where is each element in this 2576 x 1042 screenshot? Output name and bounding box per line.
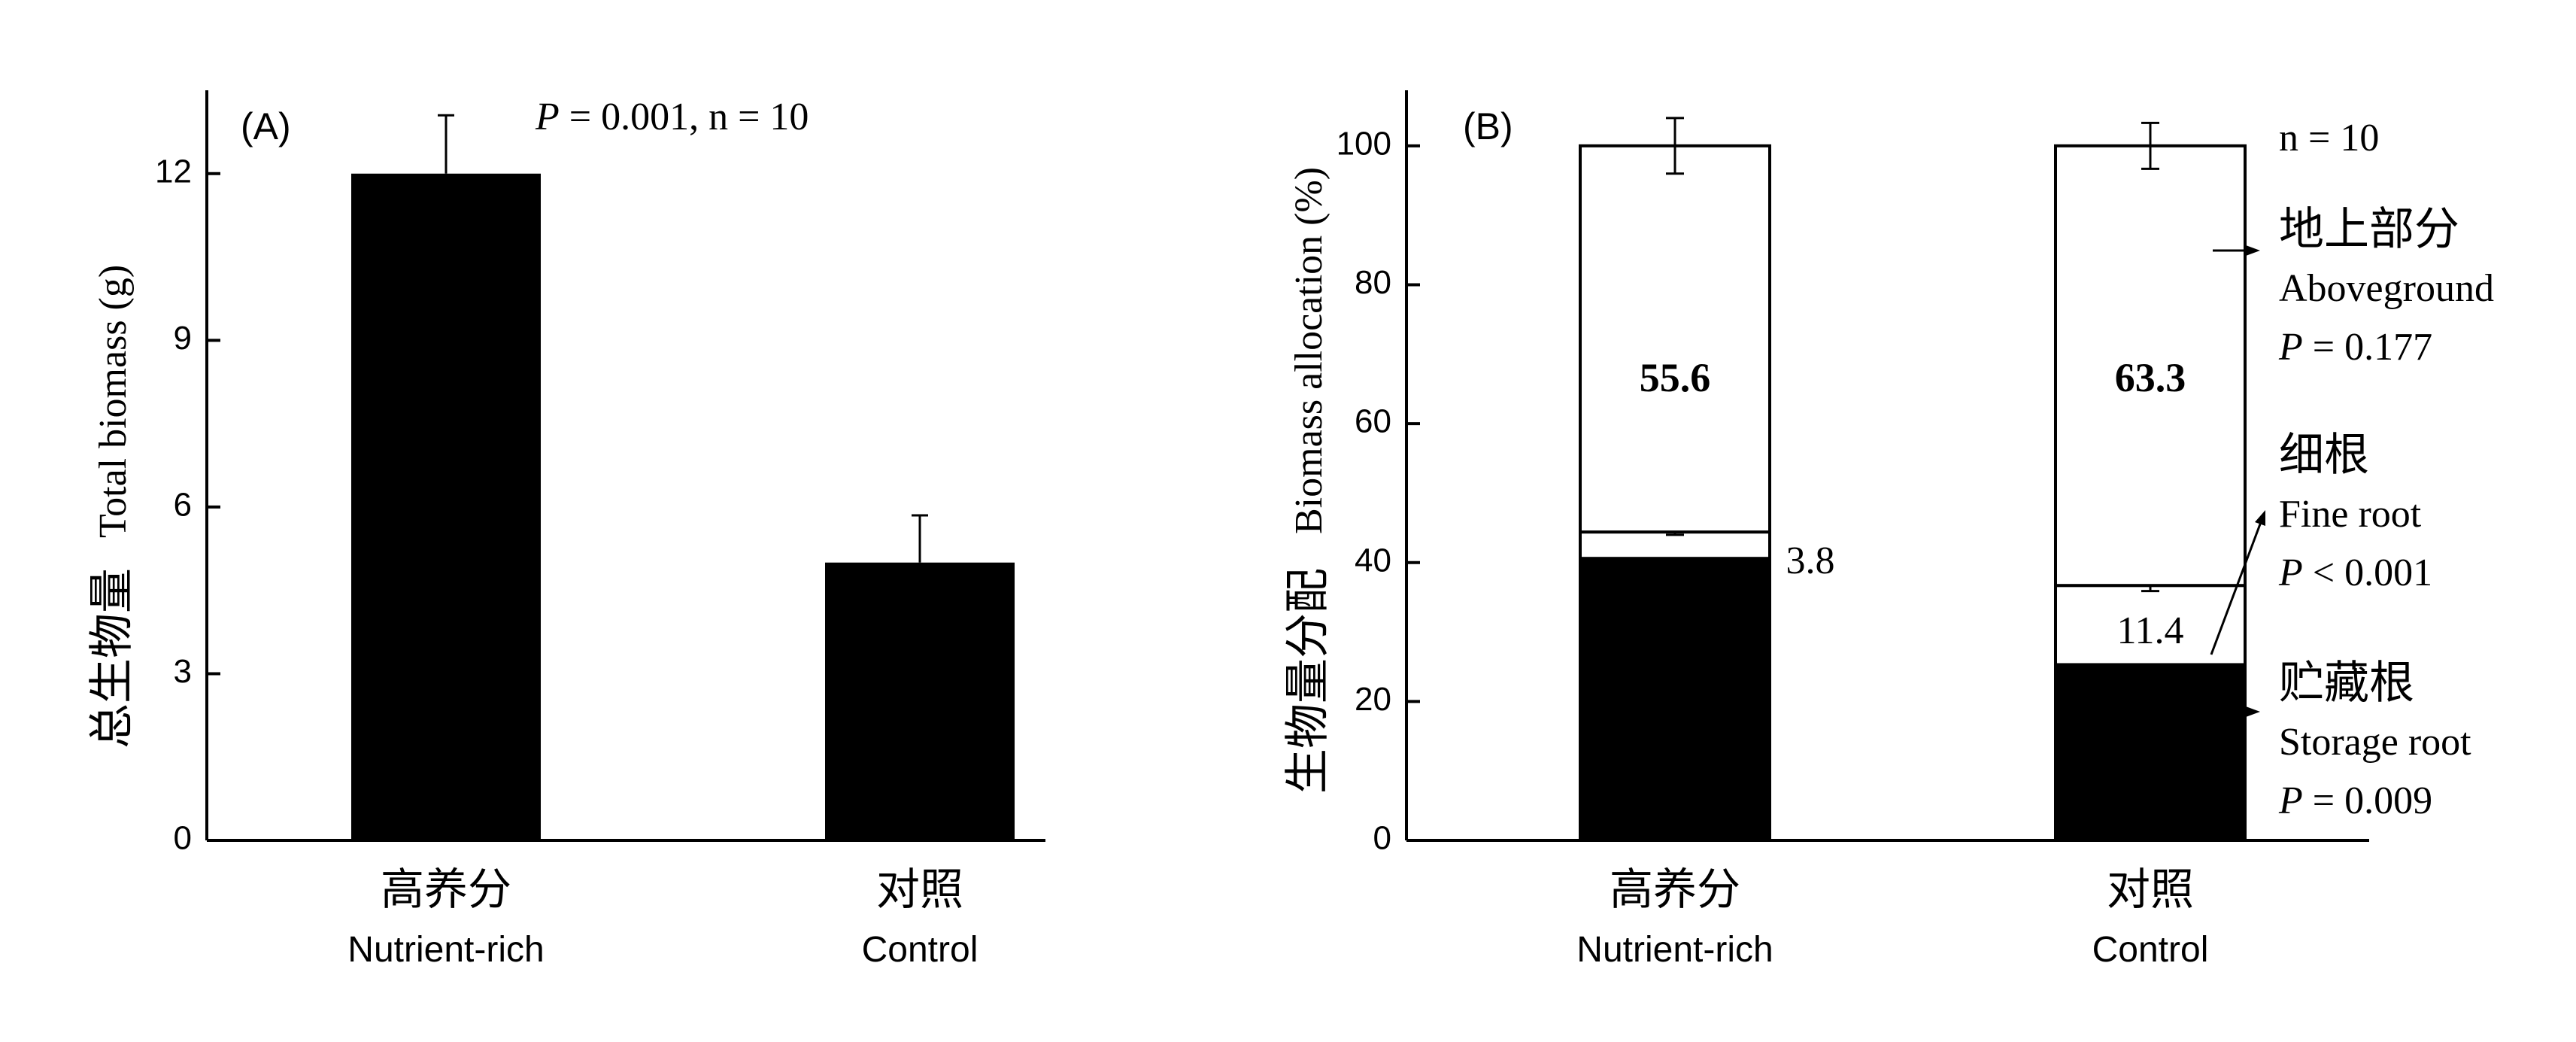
- segment-above-nutrient-rich: [1579, 144, 1771, 534]
- panel-b-label: (B): [1463, 105, 1513, 147]
- legend-fine-root-p-value: < 0.001: [2303, 551, 2432, 594]
- panel-a-y-ticks: 0 3 6 9 12: [155, 153, 220, 857]
- panel-a-ylabel-cn: 总生物量: [87, 568, 137, 749]
- panel-b-y-tick-label-5: 100: [1337, 125, 1391, 162]
- panel-b-y-axis-label: 生物量分配 Biomass allocation (%): [1283, 167, 1333, 794]
- panel-a-category-2-en: Control: [862, 930, 979, 970]
- panel-b-y-tick-label-4: 80: [1355, 264, 1391, 301]
- panel-b-category-1-en: Nutrient-rich: [1576, 930, 1773, 970]
- panel-a-y-tick-label-4: 12: [155, 153, 192, 190]
- panel-a-y-tick-label-1: 3: [174, 653, 192, 690]
- legend-aboveground: 地上部分 Aboveground P = 0.177: [2213, 205, 2494, 369]
- panel-a-y-axis-label: 总生物量 Total biomass (g): [87, 265, 137, 749]
- panel-b-n-annotation: n = 10: [2279, 117, 2379, 159]
- segment-storage-nutrient-rich: [1579, 557, 1771, 842]
- panel-a-bars: [351, 114, 1015, 840]
- panel-a-ylabel-en: Total biomass (g): [92, 265, 135, 538]
- panel-b-ylabel-en: Biomass allocation (%): [1288, 167, 1330, 534]
- panel-b-y-tick-label-0: 0: [1373, 820, 1391, 857]
- segment-storage-control: [2054, 663, 2247, 843]
- legend-aboveground-en: Aboveground: [2279, 267, 2494, 310]
- legend-fine-root-cn: 细根: [2279, 430, 2369, 480]
- panel-b-bars: [1579, 117, 2247, 843]
- legend-storage-root-arrowhead: [2246, 706, 2260, 717]
- bar-nutrient-rich: [351, 173, 541, 840]
- legend-fine-root-arrowhead: [2255, 510, 2265, 526]
- legend-aboveground-p-symbol: P: [2278, 326, 2303, 369]
- label-fine-nutrient-rich: 3.8: [1786, 539, 1835, 582]
- legend-fine-root-en: Fine root: [2279, 493, 2422, 536]
- label-above-nutrient-rich: 55.6: [1640, 355, 1711, 400]
- legend-fine-root: 细根 Fine root P < 0.001: [2210, 430, 2432, 655]
- legend-fine-root-p: P < 0.001: [2278, 551, 2432, 594]
- bar-control: [825, 562, 1015, 840]
- panel-a-p-annotation: P = 0.001, n = 10: [535, 96, 809, 138]
- label-fine-control: 11.4: [2116, 609, 2183, 652]
- panel-b-category-2-en: Control: [2092, 930, 2209, 970]
- panel-b-ylabel-cn: 生物量分配: [1283, 568, 1333, 794]
- panel-a-category-2-cn: 对照: [876, 865, 963, 914]
- panel-b: 0 20 40 60 80 100 (B) n = 10 生物量分配 Biomass al…: [1283, 90, 2494, 970]
- panel-a-p-symbol: P: [535, 96, 560, 138]
- segment-fine-nutrient-rich: [1579, 530, 1771, 560]
- panel-a-y-tick-label-2: 6: [174, 487, 192, 524]
- legend-storage-root: 贮藏根 Storage root P = 0.009: [2213, 658, 2471, 822]
- legend-aboveground-arrowhead: [2246, 245, 2260, 256]
- panel-a-p-value: = 0.001, n = 10: [560, 96, 809, 138]
- legend-fine-root-arrow: [2210, 521, 2262, 655]
- panel-b-y-ticks: 0 20 40 60 80 100: [1337, 125, 1420, 857]
- legend-aboveground-p-value: = 0.177: [2303, 326, 2432, 369]
- panel-b-category-1-cn: 高养分: [1610, 865, 1740, 914]
- panel-a-category-1-cn: 高养分: [381, 865, 511, 914]
- panel-b-category-2-cn: 对照: [2107, 865, 2194, 914]
- legend-fine-root-p-symbol: P: [2278, 551, 2303, 594]
- label-above-control: 63.3: [2115, 355, 2186, 400]
- legend-storage-root-en: Storage root: [2279, 721, 2471, 764]
- panel-a-y-tick-label-0: 0: [174, 820, 192, 857]
- legend-aboveground-cn: 地上部分: [2279, 205, 2459, 254]
- panel-b-y-tick-label-3: 60: [1355, 403, 1391, 440]
- legend-storage-root-p-value: = 0.009: [2303, 779, 2432, 822]
- panel-a: 0 3 6 9 12 (A) P = 0.001, n = 10 总生物量 Total …: [87, 90, 1045, 970]
- panel-b-y-tick-label-2: 40: [1355, 542, 1391, 579]
- panel-a-category-1-en: Nutrient-rich: [347, 930, 544, 970]
- legend-storage-root-cn: 贮藏根: [2279, 658, 2414, 708]
- panel-a-y-tick-label-3: 9: [174, 320, 192, 357]
- panel-a-label: (A): [241, 105, 291, 147]
- panel-b-y-tick-label-1: 20: [1355, 681, 1391, 718]
- legend-storage-root-p-symbol: P: [2278, 779, 2303, 822]
- legend-storage-root-p: P = 0.009: [2278, 779, 2432, 822]
- legend-aboveground-p: P = 0.177: [2278, 326, 2432, 369]
